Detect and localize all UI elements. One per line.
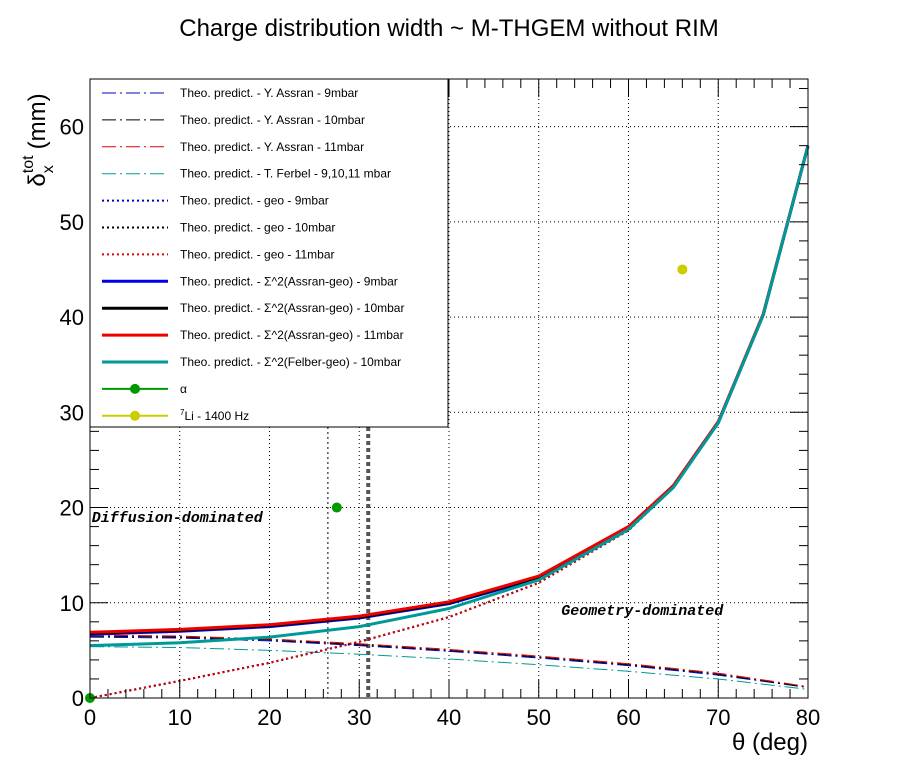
y-tick-label: 50 (60, 210, 84, 235)
y-axis-label-sub: x (40, 165, 57, 173)
y-axis-label-sup: tot (20, 155, 37, 173)
data-point-2 (677, 264, 688, 275)
x-tick-label: 10 (168, 705, 192, 730)
x-tick-label: 20 (257, 705, 281, 730)
annotations: Diffusion-dominated Geometry-dominated (92, 510, 724, 620)
y-tick-label: 20 (60, 496, 84, 521)
legend-swatch-marker (130, 383, 140, 394)
x-tick-label: 80 (796, 705, 820, 730)
x-tick-label: 40 (437, 705, 461, 730)
vertical-marker-lines (327, 427, 371, 698)
legend-label: Theo. predict. - geo - 10mbar (180, 221, 335, 235)
x-tick-label: 70 (706, 705, 730, 730)
series-layer (89, 145, 810, 699)
legend-label: Theo. predict. - Σ^2(Assran-geo) - 9mbar (180, 274, 398, 288)
y-tick-label: 30 (60, 400, 84, 425)
y-axis-label-symbol: δ (24, 173, 51, 186)
legend-box (89, 78, 449, 428)
chart-annotation: Diffusion-dominated (92, 510, 264, 527)
x-tick-label: 30 (347, 705, 371, 730)
legend-label: Theo. predict. - Y. Assran - 10mbar (180, 113, 365, 127)
y-axis-label: δxtot (mm) (20, 93, 57, 186)
legend-label: Theo. predict. - Σ^2(Assran-geo) - 10mba… (180, 301, 404, 315)
legend-label: Theo. predict. - T. Ferbel - 9,10,11 mba… (180, 167, 391, 181)
y-tick-label: 40 (60, 305, 84, 330)
x-tick-label: 50 (527, 705, 551, 730)
legend-swatch-marker (130, 410, 140, 421)
legend-label: Theo. predict. - geo - 11mbar (180, 247, 335, 261)
x-tick-label: 60 (616, 705, 640, 730)
legend-label-text: Li - 1400 Hz (184, 409, 249, 423)
data-point-1 (331, 502, 342, 513)
legend-label: Theo. predict. - Σ^2(Assran-geo) - 11mba… (180, 328, 404, 342)
y-axis-label-unit: (mm) (24, 93, 51, 149)
chart-annotation: Geometry-dominated (561, 603, 724, 620)
x-axis-label: θ (deg) (732, 729, 808, 756)
legend-label: Theo. predict. - Y. Assran - 9mbar (180, 86, 358, 100)
x-tick-label: 0 (84, 705, 96, 730)
y-tick-label: 60 (60, 115, 84, 140)
legend: Theo. predict. - Y. Assran - 9mbar Theo. … (89, 78, 449, 428)
y-tick-label: 10 (60, 591, 84, 616)
chart-title: Charge distribution width ~ M-THGEM with… (179, 15, 719, 42)
legend-label: 7Li - 1400 Hz (180, 408, 249, 423)
legend-label: α (180, 382, 187, 396)
series-line-11 (89, 145, 810, 648)
y-tick-label: 0 (72, 686, 84, 711)
svg-text:δxtot(mm): δxtot (mm) (20, 93, 57, 186)
legend-label-superscript: 7 (180, 408, 185, 417)
legend-label: Theo. predict. - Y. Assran - 11mbar (180, 140, 364, 154)
legend-label: Theo. predict. - geo - 9mbar (180, 194, 329, 208)
legend-label: Theo. predict. - Σ^2(Felber-geo) - 10mba… (180, 355, 401, 369)
